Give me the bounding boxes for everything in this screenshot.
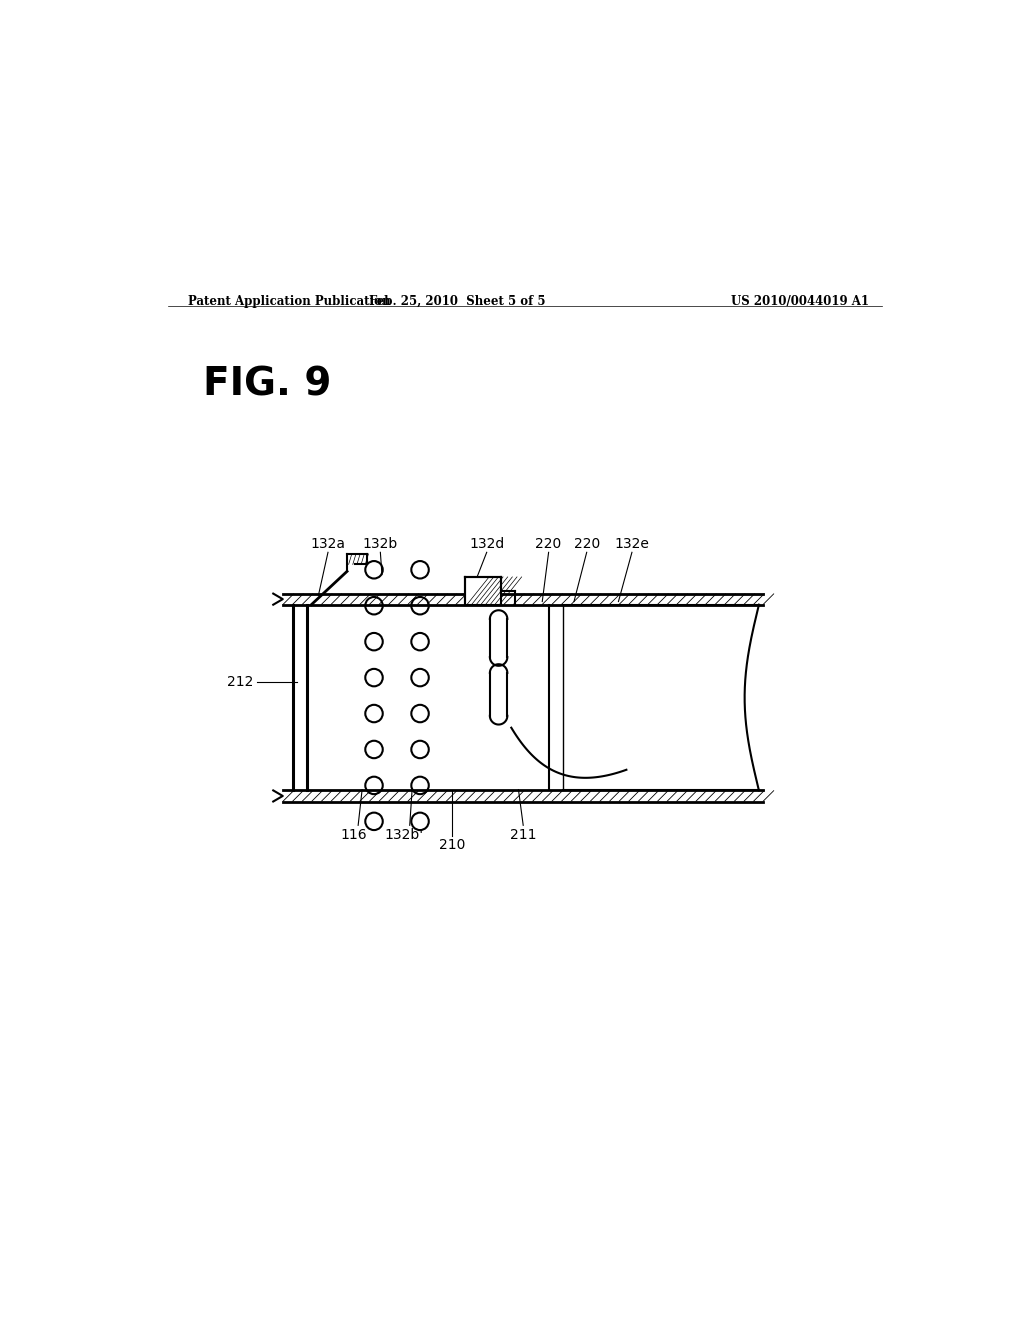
Text: US 2010/0044019 A1: US 2010/0044019 A1 — [731, 296, 869, 308]
Text: 212: 212 — [227, 676, 253, 689]
Polygon shape — [283, 594, 763, 605]
Text: 211: 211 — [510, 829, 537, 842]
Text: FIG. 9: FIG. 9 — [204, 366, 332, 403]
Text: 210: 210 — [438, 838, 465, 851]
Text: 116: 116 — [341, 829, 368, 842]
Text: 132e: 132e — [614, 537, 649, 550]
Text: 132b: 132b — [362, 537, 398, 550]
Text: Patent Application Publication: Patent Application Publication — [187, 296, 390, 308]
Text: 132d: 132d — [469, 537, 505, 550]
Text: 220: 220 — [536, 537, 562, 550]
Text: 220: 220 — [573, 537, 600, 550]
Polygon shape — [283, 791, 763, 801]
Text: 132a: 132a — [310, 537, 345, 550]
Text: Feb. 25, 2010  Sheet 5 of 5: Feb. 25, 2010 Sheet 5 of 5 — [369, 296, 546, 308]
Polygon shape — [465, 577, 501, 605]
Text: 132b': 132b' — [385, 829, 424, 842]
